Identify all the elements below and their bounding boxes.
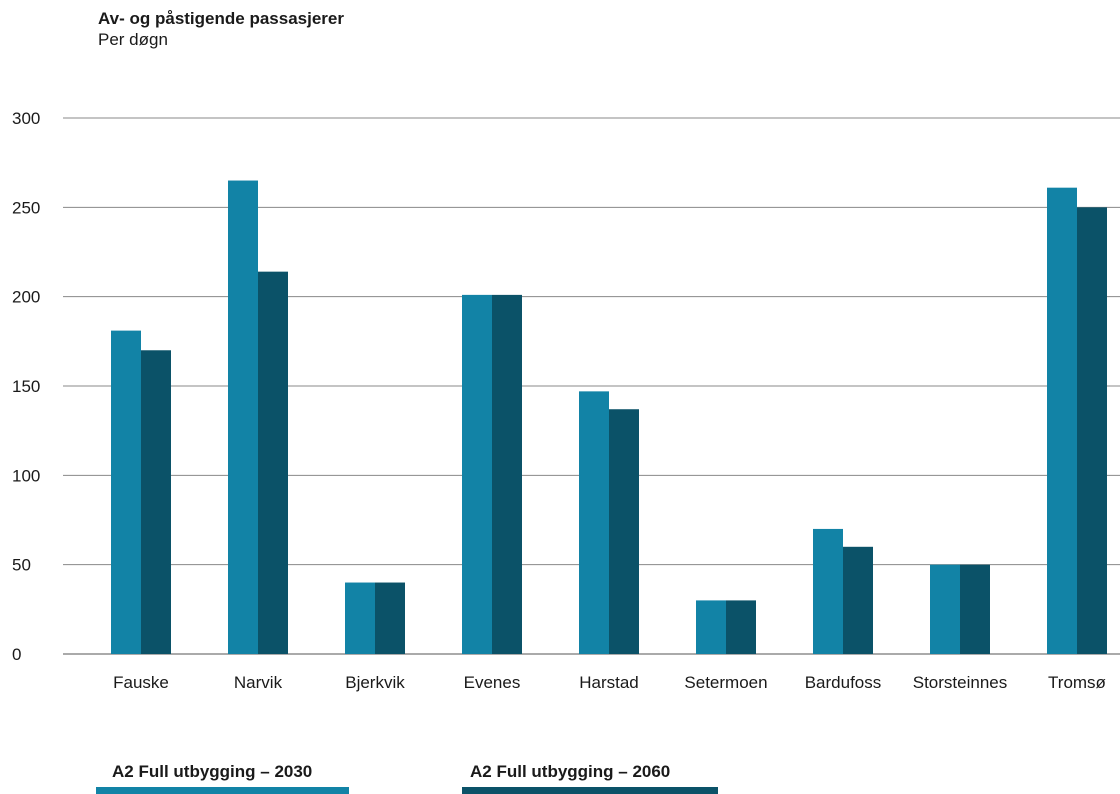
y-tick-label: 0 [12,645,21,664]
y-tick-label: 300 [12,109,40,128]
y-tick-label: 200 [12,288,40,307]
bar-harstad-2060 [609,409,639,654]
legend-swatch-2060 [462,787,718,794]
bar-fauske-2060 [141,350,171,654]
bar-narvik-2030 [228,180,258,655]
bar-narvik-2060 [258,271,288,654]
bar-storsteinnes-2060 [960,564,990,654]
bar-setermoen-2030 [696,600,726,654]
x-tick-label: Tromsø [1048,673,1106,692]
y-tick-label: 250 [12,198,40,217]
x-tick-label: Setermoen [684,673,767,692]
bar-bardufoss-2030 [813,528,843,654]
bar-tromsø-2060 [1077,207,1107,655]
bar-harstad-2030 [579,391,609,654]
legend-item-2060: A2 Full utbygging – 2060 [462,762,718,794]
bar-bjerkvik-2030 [345,582,375,654]
x-tick-label: Bardufoss [805,673,882,692]
bar-chart: 0 50 100 150 200 250 300 Fauske Narvik Bjerkvik Ev… [12,109,1120,692]
legend-label-2060: A2 Full utbygging – 2060 [470,762,671,781]
x-tick-label: Bjerkvik [345,673,405,692]
bar-bardufoss-2060 [843,546,873,654]
x-tick-label: Narvik [234,673,283,692]
y-tick-label: 50 [12,556,31,575]
legend-item-2030: A2 Full utbygging – 2030 [96,762,349,794]
y-tick-label: 150 [12,377,40,396]
bar-evenes-2060 [492,294,522,654]
chart-subtitle: Per døgn [98,30,168,49]
bar-storsteinnes-2030 [930,564,960,654]
bar-fauske-2030 [111,330,141,654]
bar-evenes-2030 [462,294,492,654]
legend-label-2030: A2 Full utbygging – 2030 [112,762,313,781]
y-tick-label: 100 [12,466,40,485]
x-tick-label: Storsteinnes [913,673,1008,692]
legend-swatch-2030 [96,787,349,794]
x-tick-label: Fauske [113,673,169,692]
bar-bjerkvik-2060 [375,582,405,654]
bar-setermoen-2060 [726,600,756,654]
x-tick-label: Evenes [464,673,521,692]
x-tick-label: Harstad [579,673,639,692]
bar-tromsø-2030 [1047,187,1077,654]
chart-title: Av- og påstigende passasjerer [98,9,344,28]
